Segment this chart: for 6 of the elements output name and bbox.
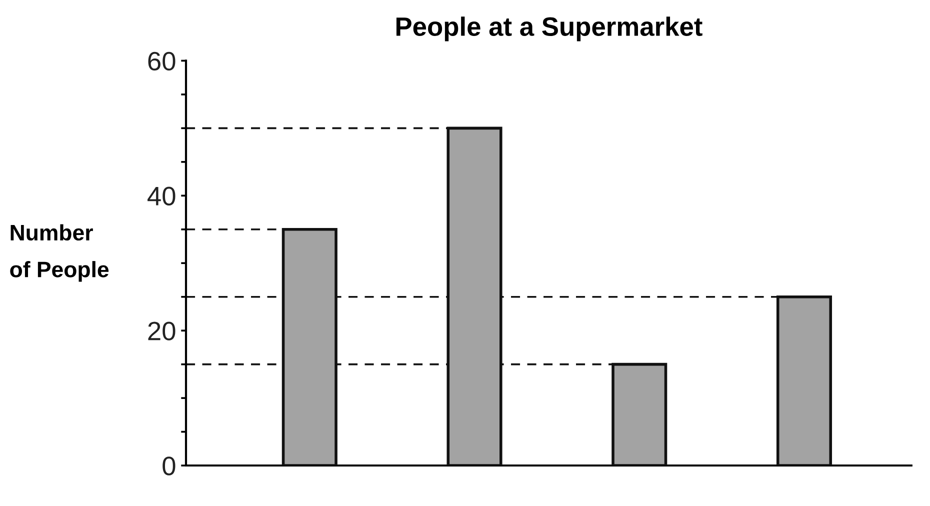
y-axis-title: Number of People [10, 224, 109, 282]
y-tick-label: 40 [148, 186, 176, 206]
y-tick-label: 20 [148, 322, 176, 340]
chart-title: People at a Supermarket [396, 16, 702, 42]
y-tick-label: 60 [148, 52, 176, 71]
y-tick-label: 0 [162, 456, 176, 476]
